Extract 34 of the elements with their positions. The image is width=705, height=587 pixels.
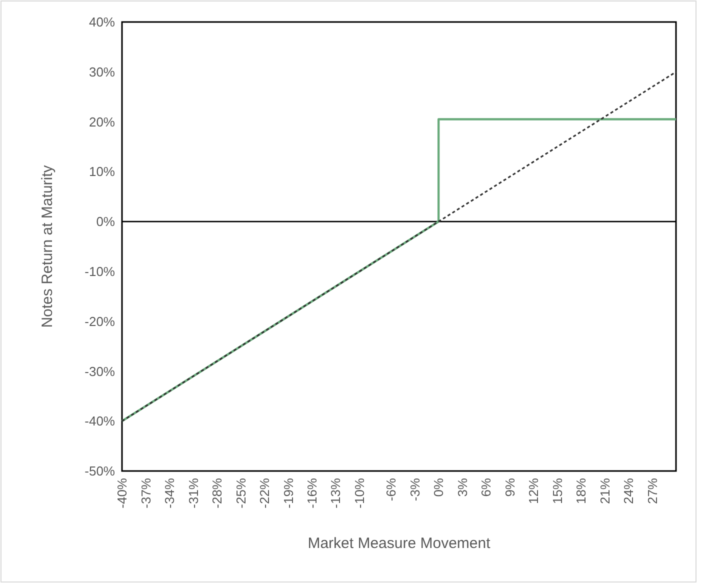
x-tick-label: -25% [233,478,248,508]
y-tick-label: 30% [88,64,116,80]
x-axis-title: Market Measure Movement [308,535,492,552]
x-tick-label: -31% [186,478,201,508]
x-tick-label: 15% [550,478,565,504]
x-tick-label: -10% [352,478,367,508]
x-tick-label: 21% [597,478,612,504]
x-tick-label: 9% [502,478,518,497]
x-tick-label: -28% [210,478,225,508]
y-tick-label: -30% [84,364,116,379]
x-tick-label: 12% [526,478,542,504]
x-tick-label: -22% [257,478,272,508]
x-tick-label: 0% [431,478,446,497]
x-tick-label: 6% [478,478,494,497]
y-tick-label: 0% [96,214,116,230]
x-tick-label: -6% [384,478,399,502]
y-tick-label: 20% [88,114,116,130]
y-tick-label: -40% [84,414,116,429]
y-tick-label: 10% [88,164,116,180]
y-tick-label: -10% [84,264,116,279]
y-axis-title: Notes Return at Maturity [39,164,56,328]
x-tick-label: -19% [280,478,296,508]
x-tick-label: -16% [304,478,320,508]
y-tick-label: -50% [84,464,116,479]
y-tick-label: -20% [84,314,116,329]
x-tick-label: 3% [454,478,470,497]
x-tick-label: 18% [574,478,589,504]
x-tick-label: 24% [621,478,636,504]
x-tick-label: -13% [328,478,344,508]
x-tick-label: -3% [407,478,422,502]
x-tick-label: 27% [644,478,660,504]
x-tick-label: -37% [138,478,154,508]
x-tick-label: -34% [162,478,178,508]
y-tick-label: 40% [88,14,116,30]
